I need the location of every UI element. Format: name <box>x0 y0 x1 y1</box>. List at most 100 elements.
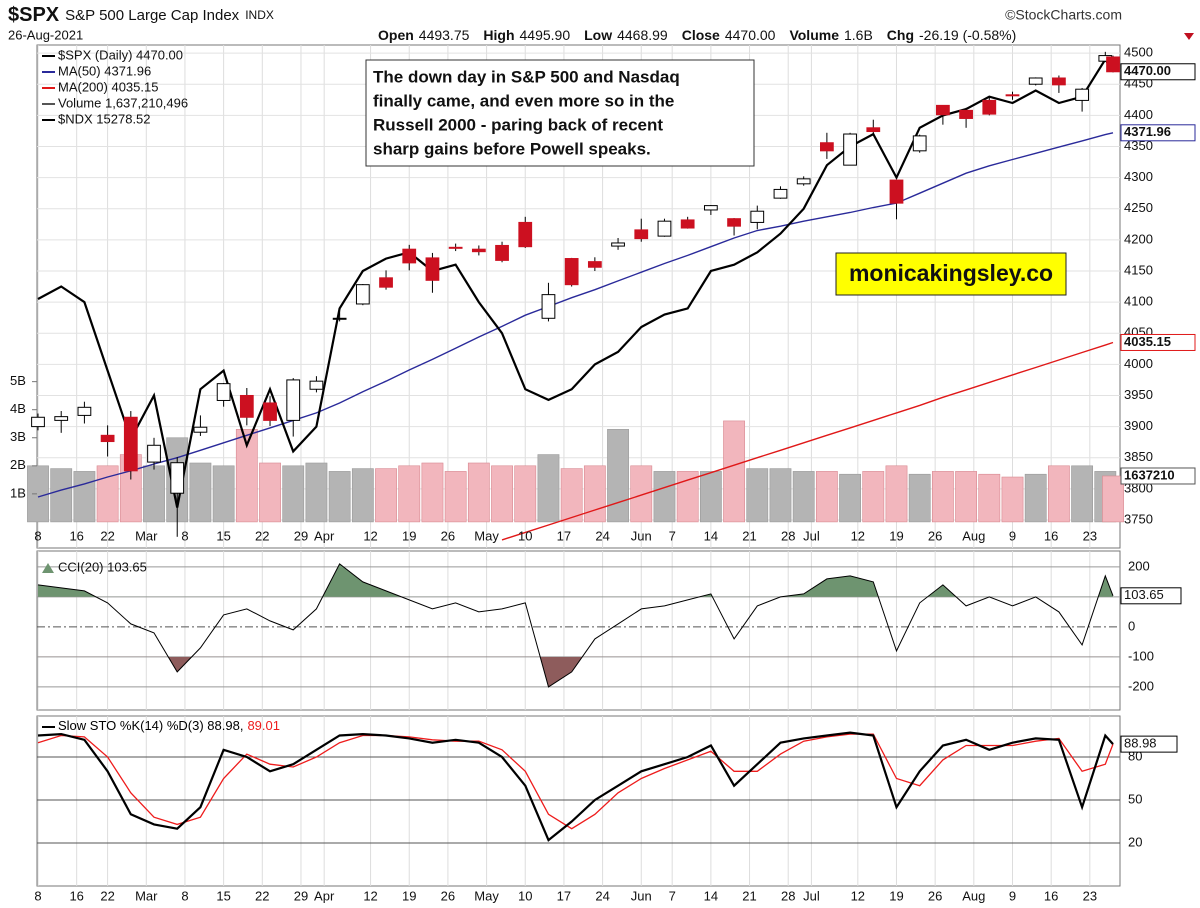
legend-label: Slow STO %K(14) %D(3) 88.98, 89.01 <box>58 718 280 733</box>
x-tick-label: 22 <box>100 528 114 543</box>
exchange: INDX <box>245 8 274 22</box>
x-tick-label: 16 <box>69 888 83 903</box>
y-tick-label: 3950 <box>1124 387 1153 402</box>
x-tick-label: 29 <box>294 528 308 543</box>
y-tick-label: 4250 <box>1124 200 1153 215</box>
stat-value: 4470.00 <box>725 27 776 43</box>
candle-body <box>77 406 92 416</box>
candle-body <box>263 402 277 421</box>
candle-body <box>100 434 115 443</box>
x-tick-label: 28 <box>781 528 795 543</box>
legend-label: Volume 1,637,210,496 <box>58 95 188 110</box>
volume-bar <box>908 473 931 523</box>
stat-value: 4493.75 <box>419 27 470 43</box>
symbol: $SPX <box>8 4 60 26</box>
volume-bar <box>792 471 815 523</box>
x-tick-label: 26 <box>441 888 455 903</box>
chart-header: $SPX S&P 500 Large Cap Index INDX <box>8 4 274 26</box>
last-label-box <box>1120 735 1178 753</box>
x-tick-label: 12 <box>851 888 865 903</box>
x-tick-label: Jun <box>631 528 652 543</box>
x-tick-label: May <box>474 528 499 543</box>
series-line <box>37 132 1114 498</box>
volume-bar <box>978 473 1001 523</box>
index-name: S&P 500 Large Cap Index <box>65 7 240 24</box>
x-tick-label: 17 <box>557 888 571 903</box>
volume-bar <box>259 462 281 523</box>
candle-body <box>587 261 602 268</box>
y-tick-label: 4500 <box>1124 45 1153 60</box>
x-tick-label: 7 <box>669 528 676 543</box>
x-tick-label: 19 <box>402 888 416 903</box>
annotation-box <box>365 59 755 167</box>
x-tick-label: May <box>474 888 499 903</box>
candle-body <box>495 244 509 261</box>
sto-line <box>37 731 1114 842</box>
volume-bar <box>50 468 73 523</box>
x-tick-label: 23 <box>1083 888 1097 903</box>
x-tick-label: 22 <box>255 528 269 543</box>
volume-bar <box>931 471 954 523</box>
volume-bar <box>73 471 96 523</box>
candle-body <box>1028 77 1043 85</box>
candle-body <box>286 379 301 421</box>
y-tick-label: 200 <box>1128 558 1150 573</box>
x-tick-label: 8 <box>34 528 41 543</box>
volume-bar <box>1024 473 1047 523</box>
x-tick-label: 24 <box>595 528 609 543</box>
volume-bar <box>235 429 258 523</box>
sto-line <box>37 733 1114 830</box>
x-tick-label: 19 <box>889 528 903 543</box>
x-tick-label: 10 <box>518 888 532 903</box>
x-tick-label: 9 <box>1009 888 1016 903</box>
down-arrow <box>1184 33 1194 40</box>
volume-bar <box>862 471 885 523</box>
volume-bar <box>607 429 629 523</box>
volume-bar <box>143 465 165 523</box>
volume-bar <box>328 471 351 523</box>
x-tick-label: Mar <box>135 888 158 903</box>
candle-body <box>657 220 672 237</box>
watermark: monicakingsley.co <box>849 260 1053 286</box>
x-tick-label: 22 <box>255 888 269 903</box>
candle-body <box>866 127 881 133</box>
volume-tick-label: 1B <box>10 485 26 500</box>
candle-body <box>448 246 463 249</box>
volume-bar <box>699 471 722 523</box>
candle-body <box>216 383 231 401</box>
legend-entry: Slow STO %K(14) %D(3) 88.98, <box>58 718 243 733</box>
last-label: 4470.00 <box>1124 63 1171 78</box>
y-tick-label: 50 <box>1128 791 1142 806</box>
volume-bar <box>583 465 606 523</box>
x-tick-label: Aug <box>962 528 985 543</box>
source: ©StockCharts.com <box>1005 7 1122 23</box>
volume-bar <box>189 462 212 523</box>
volume-bar <box>1047 465 1070 523</box>
legend-label: $SPX (Daily) 4470.00 <box>58 47 183 62</box>
candle-body <box>1005 94 1020 97</box>
x-tick-label: 29 <box>294 888 308 903</box>
annotation-text: sharp gains before Powell speaks. <box>373 139 651 158</box>
candle-body <box>518 221 533 248</box>
legend-entry: 89.01 <box>247 718 280 733</box>
date: 26-Aug-2021 <box>8 27 83 42</box>
annotation-text: finally came, and even more so in the <box>373 91 674 110</box>
y-tick-label: 4300 <box>1124 169 1153 184</box>
x-tick-label: 7 <box>669 888 676 903</box>
y-tick-label: 4100 <box>1124 294 1153 309</box>
x-tick-label: 14 <box>704 888 718 903</box>
x-tick-label: 26 <box>928 528 942 543</box>
x-tick-label: 21 <box>742 888 756 903</box>
volume-bar <box>537 454 560 523</box>
y-tick-label: 20 <box>1128 834 1142 849</box>
legend-label: $NDX 15278.52 <box>58 111 151 126</box>
volume-bar <box>444 471 467 523</box>
volume-bar <box>1001 476 1024 523</box>
volume-tick-label: 5B <box>10 373 26 388</box>
stat-label: Chg <box>887 27 914 43</box>
candle-body <box>889 179 904 204</box>
volume-bar <box>491 465 513 523</box>
candle-body <box>147 444 161 463</box>
stat-label: Open <box>378 27 414 43</box>
annotation-text: The down day in S&P 500 and Nasdaq <box>373 67 680 86</box>
